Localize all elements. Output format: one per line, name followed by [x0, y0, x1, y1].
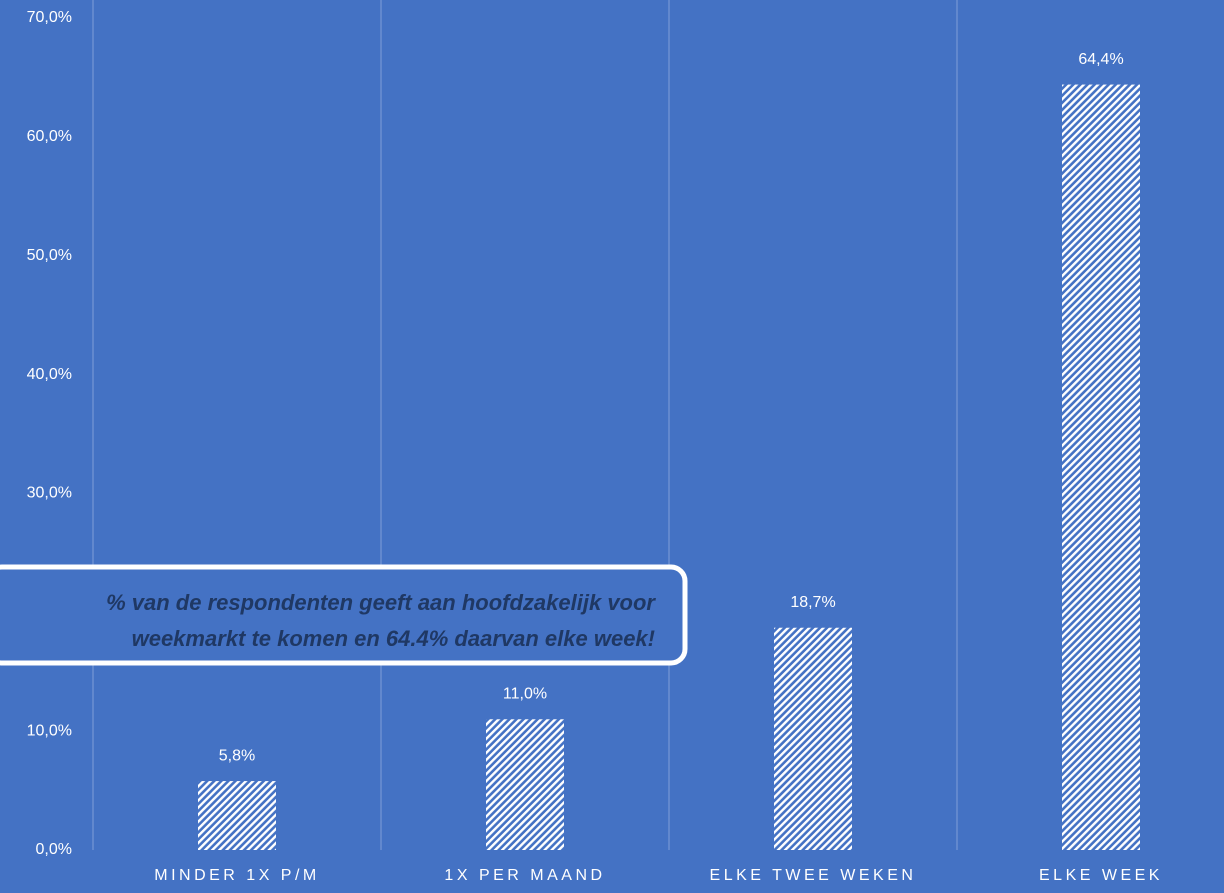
bar	[486, 719, 564, 850]
y-tick-label: 30,0%	[27, 485, 72, 502]
data-label: 18,7%	[790, 594, 835, 611]
category-dividers	[92, 0, 958, 850]
bar	[1062, 84, 1140, 850]
bar	[774, 627, 852, 850]
data-label: 64,4%	[1078, 51, 1123, 68]
x-tick-label: MINDER 1X P/M	[154, 867, 320, 884]
x-tick-label: ELKE WEEK	[1039, 867, 1163, 884]
annotation-text: weekmarkt te komen en 64.4% daarvan elke…	[132, 626, 655, 651]
y-tick-label: 0,0%	[36, 841, 72, 858]
y-tick-label: 40,0%	[27, 366, 72, 383]
data-label: 5,8%	[219, 747, 255, 764]
y-tick-label: 70,0%	[27, 9, 72, 26]
annotation-text: % van de respondenten geeft aan hoofdzak…	[106, 590, 656, 615]
annotation-box	[0, 564, 688, 666]
y-tick-label: 50,0%	[27, 247, 72, 264]
bar	[198, 781, 276, 850]
data-label: 11,0%	[503, 685, 547, 702]
x-tick-label: ELKE TWEE WEKEN	[710, 867, 917, 884]
y-tick-label: 10,0%	[27, 722, 72, 739]
y-tick-label: 60,0%	[27, 128, 72, 145]
x-tick-label: 1X PER MAAND	[444, 867, 605, 884]
